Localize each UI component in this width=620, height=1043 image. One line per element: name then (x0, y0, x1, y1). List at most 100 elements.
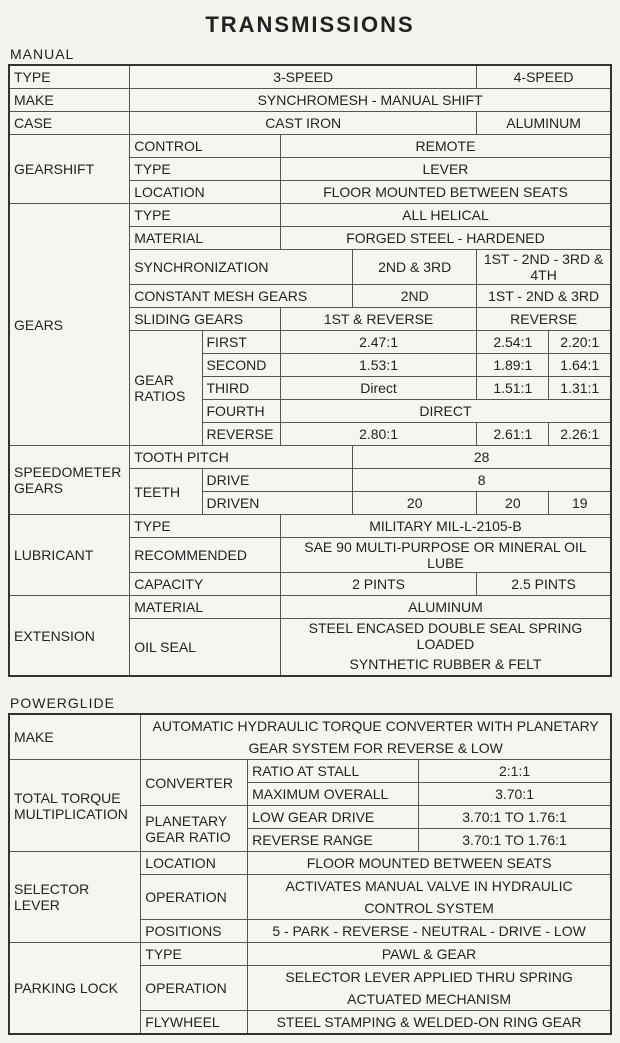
cell: TOOTH PITCH (130, 446, 353, 469)
row-label: TYPE (9, 65, 130, 89)
cell: 2:1:1 (419, 760, 611, 783)
cell: MAXIMUM OVERALL (248, 783, 419, 806)
cell: 1ST - 2ND - 3RD & 4TH (477, 250, 611, 285)
cell: AUTOMATIC HYDRAULIC TORQUE CONVERTER WIT… (141, 714, 611, 737)
cell: 4-SPEED (477, 65, 611, 89)
row-label: GEARSHIFT (9, 135, 130, 204)
cell: SYNCHRONIZATION (130, 250, 353, 285)
cell: 3.70:1 TO 1.76:1 (419, 829, 611, 852)
cell: GEAR RATIOS (130, 331, 202, 446)
row-label: EXTENSION (9, 596, 130, 677)
cell: ALUMINUM (477, 112, 611, 135)
row-label: PARKING LOCK (9, 943, 141, 1035)
cell: 2ND & 3RD (353, 250, 477, 285)
row-label: GEARS (9, 204, 130, 446)
cell: SLIDING GEARS (130, 308, 281, 331)
cell: 1.89:1 (477, 354, 549, 377)
cell: 20 (477, 492, 549, 515)
cell: STEEL STAMPING & WELDED-ON RING GEAR (248, 1011, 611, 1035)
cell: CAST IRON (130, 112, 477, 135)
cell: PAWL & GEAR (248, 943, 611, 966)
cell: 3.70:1 (419, 783, 611, 806)
cell: 2.5 PINTS (477, 573, 611, 596)
cell: DRIVE (202, 469, 353, 492)
cell: TYPE (130, 158, 281, 181)
cell: FLOOR MOUNTED BETWEEN SEATS (280, 181, 611, 204)
cell: SYNTHETIC RUBBER & FELT (280, 653, 611, 676)
cell: LOCATION (130, 181, 281, 204)
cell: 1.31:1 (549, 377, 611, 400)
cell: 1.53:1 (280, 354, 476, 377)
cell: Direct (280, 377, 476, 400)
cell: SAE 90 MULTI-PURPOSE OR MINERAL OIL LUBE (280, 538, 611, 573)
cell: POSITIONS (141, 920, 248, 943)
cell: 3.70:1 TO 1.76:1 (419, 806, 611, 829)
cell: 1.64:1 (549, 354, 611, 377)
cell: OPERATION (141, 966, 248, 1011)
cell: MATERIAL (130, 227, 281, 250)
cell: STEEL ENCASED DOUBLE SEAL SPRING LOADED (280, 619, 611, 654)
cell: 2.80:1 (280, 423, 476, 446)
powerglide-label: POWERGLIDE (10, 695, 612, 711)
row-label: SELECTOR LEVER (9, 852, 141, 943)
cell: CONVERTER (141, 760, 248, 806)
cell: REVERSE RANGE (248, 829, 419, 852)
row-label: MAKE (9, 89, 130, 112)
cell: SECOND (202, 354, 280, 377)
cell: 2.26:1 (549, 423, 611, 446)
cell: ALUMINUM (280, 596, 611, 619)
manual-table: TYPE 3-SPEED 4-SPEED MAKE SYNCHROMESH - … (8, 64, 612, 677)
cell: TYPE (130, 515, 281, 538)
cell: LOCATION (141, 852, 248, 875)
cell: 2 PINTS (280, 573, 476, 596)
cell: ACTIVATES MANUAL VALVE IN HYDRAULIC (248, 875, 611, 898)
cell: DRIVEN (202, 492, 353, 515)
cell: 3-SPEED (130, 65, 477, 89)
cell: 2.61:1 (477, 423, 549, 446)
cell: REVERSE (202, 423, 280, 446)
cell: 2.20:1 (549, 331, 611, 354)
cell: FOURTH (202, 400, 280, 423)
powerglide-table: MAKE AUTOMATIC HYDRAULIC TORQUE CONVERTE… (8, 713, 612, 1035)
cell: TYPE (130, 204, 281, 227)
cell: CAPACITY (130, 573, 281, 596)
cell: TEETH (130, 469, 202, 515)
cell: MILITARY MIL-L-2105-B (280, 515, 611, 538)
cell: 1ST & REVERSE (280, 308, 476, 331)
cell: LOW GEAR DRIVE (248, 806, 419, 829)
page-title: TRANSMISSIONS (8, 12, 612, 38)
cell: ACTUATED MECHANISM (248, 988, 611, 1011)
row-label: MAKE (9, 714, 141, 760)
cell: FLYWHEEL (141, 1011, 248, 1035)
cell: THIRD (202, 377, 280, 400)
cell: SELECTOR LEVER APPLIED THRU SPRING (248, 966, 611, 989)
row-label: CASE (9, 112, 130, 135)
cell: RECOMMENDED (130, 538, 281, 573)
row-label: SPEEDOMETER GEARS (9, 446, 130, 515)
cell: 2.47:1 (280, 331, 476, 354)
cell: 2.54:1 (477, 331, 549, 354)
cell: 1ST - 2ND & 3RD (477, 285, 611, 308)
cell: FLOOR MOUNTED BETWEEN SEATS (248, 852, 611, 875)
cell: 5 - PARK - REVERSE - NEUTRAL - DRIVE - L… (248, 920, 611, 943)
cell: ALL HELICAL (280, 204, 611, 227)
cell: 1.51:1 (477, 377, 549, 400)
cell: FIRST (202, 331, 280, 354)
cell: SYNCHROMESH - MANUAL SHIFT (130, 89, 611, 112)
cell: GEAR SYSTEM FOR REVERSE & LOW (141, 737, 611, 760)
cell: 8 (353, 469, 611, 492)
cell: PLANETARY GEAR RATIO (141, 806, 248, 852)
cell: 20 (353, 492, 477, 515)
cell: RATIO AT STALL (248, 760, 419, 783)
cell: OPERATION (141, 875, 248, 920)
row-label: TOTAL TORQUE MULTIPLICATION (9, 760, 141, 852)
cell: TYPE (141, 943, 248, 966)
cell: LEVER (280, 158, 611, 181)
cell: CONSTANT MESH GEARS (130, 285, 353, 308)
cell: OIL SEAL (130, 619, 281, 677)
manual-label: MANUAL (10, 46, 612, 62)
cell: MATERIAL (130, 596, 281, 619)
cell: REMOTE (280, 135, 611, 158)
cell: 28 (353, 446, 611, 469)
cell: CONTROL SYSTEM (248, 897, 611, 920)
